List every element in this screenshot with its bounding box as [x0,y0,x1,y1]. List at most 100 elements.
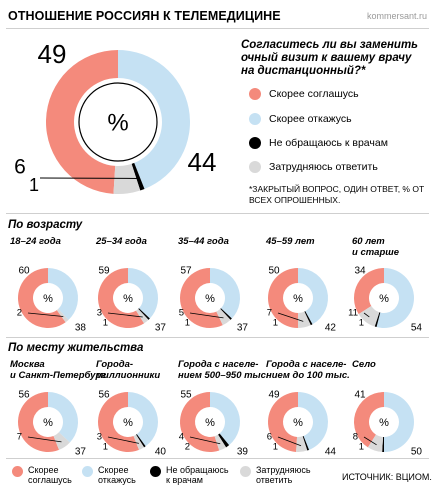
donut [180,392,241,452]
slice-refuse [128,268,159,319]
inner-ring [78,82,158,162]
slice-no-doctor [131,162,145,191]
data-label-refuse: 42 [325,323,337,334]
legend-no-doctor-label: Не обращаюсь к врачам [269,137,388,149]
slice-refuse [298,268,328,325]
footnote: *ЗАКРЫТЫЙ ВОПРОС, ОДИН ОТВЕТ, % ОТ ВСЕХ … [249,184,425,205]
bottom-legend-text: Не обращаюсь [166,465,229,475]
bottom-legend-text: к врачам [166,475,203,485]
data-label-undecided: 4 [179,432,184,443]
data-label-undecided: 6 [14,156,26,179]
divider [6,213,429,214]
leader-line [189,436,221,445]
group-title: 18–24 года [10,236,61,247]
data-label-no-doctor: 1 [359,442,364,453]
legend-agree-label: Скорее соглашусь [269,88,359,100]
percent-sign: % [205,417,215,429]
data-label-undecided: 7 [17,432,22,443]
data-label-refuse: 37 [237,323,249,334]
data-label-agree: 34 [354,266,366,277]
bottom-legend-text: соглашусь [28,475,72,485]
slice-refuse [210,268,241,319]
divider [6,337,429,338]
leader-line [107,436,139,444]
slice-undecided [298,311,311,328]
percent-sign: % [205,293,215,305]
percent-sign: % [379,293,389,305]
agree-swatch [249,88,261,100]
data-label-agree: 59 [98,266,110,277]
group-title: Города с населе-нием до 100 тыс. [266,359,350,381]
source-note: ИСТОЧНИК: ВЦИОМ. [342,472,432,482]
group-title: 25–34 года [96,236,147,247]
donut [354,392,414,452]
slice-undecided [367,434,384,452]
slice-undecided [133,434,145,450]
data-label-no-doctor: 1 [359,318,364,329]
data-label-refuse: 40 [155,447,167,458]
bottom-legend-no-doctor: Не обращаюсь к врачам [150,465,229,485]
bottom-legend-text: Скорее [98,465,129,475]
percent-sign: % [379,417,389,429]
data-label-agree: 41 [354,390,366,401]
data-label-no-doctor: 1 [273,442,278,453]
slice-no-doctor [304,311,313,326]
legend-undecided: Затрудняюсь ответить [249,161,378,173]
data-label-agree: 49 [268,390,280,401]
donut [268,268,328,328]
bottom-legend-refuse: Скорее откажусь [82,465,136,485]
slice-agree [268,268,298,328]
divider [6,458,429,459]
site-name: kommersant.ru [366,11,427,21]
donut [267,392,329,452]
slice-no-doctor [220,308,232,320]
donut [46,50,191,194]
data-label-undecided: 3 [97,308,102,319]
group-title: Города с населе-нием 500–950 тыс. [178,359,269,381]
refuse-swatch [82,466,93,477]
data-label-no-doctor: 2 [185,442,190,453]
page-title: ОТНОШЕНИЕ РОССИЯН К ТЕЛЕМЕДИЦИНЕ [8,9,281,23]
slice-undecided [113,163,141,194]
data-label-agree: 57 [180,266,192,277]
bottom-legend-text: ответить [256,475,293,485]
divider [6,28,429,29]
group-title: Село [352,359,376,370]
group-title: 35–44 года [178,236,229,247]
agree-swatch [12,466,23,477]
slice-refuse [376,268,414,328]
undecided-swatch [240,466,251,477]
slice-agree [354,268,384,315]
slice-no-doctor [382,436,384,452]
legend-refuse: Скорее откажусь [249,113,352,125]
refuse-swatch [249,113,261,125]
data-label-undecided: 11 [348,308,358,319]
data-label-undecided: 5 [179,308,184,319]
percent-sign: % [107,109,128,136]
bottom-legend-undecided: Затрудняюсь ответить [240,465,311,485]
data-label-no-doctor: 1 [185,318,190,329]
legend-refuse-label: Скорее откажусь [269,113,352,125]
data-label-refuse: 44 [325,447,337,458]
leader-line [363,436,377,446]
slice-no-doctor [302,435,310,451]
legend-no-doctor: Не обращаюсь к врачам [249,137,388,149]
data-label-no-doctor: 1 [103,318,108,329]
data-label-agree: 60 [18,266,30,277]
data-label-undecided: 2 [17,308,22,319]
no-doctor-swatch [249,137,261,149]
slice-undecided [296,436,308,452]
bottom-legend-text: Скорее [28,465,59,475]
slice-agree [180,392,220,452]
legend-undecided-label: Затрудняюсь ответить [269,161,378,173]
data-label-no-doctor: 1 [103,442,108,453]
leader-line [277,312,304,322]
slice-refuse [48,268,79,320]
legend-agree: Скорее соглашусь [249,88,359,100]
percent-sign: % [123,293,133,305]
section-age-title: По возрасту [8,219,83,231]
slice-undecided [56,308,69,323]
data-label-agree: 49 [38,39,67,69]
data-label-refuse: 38 [75,323,87,334]
